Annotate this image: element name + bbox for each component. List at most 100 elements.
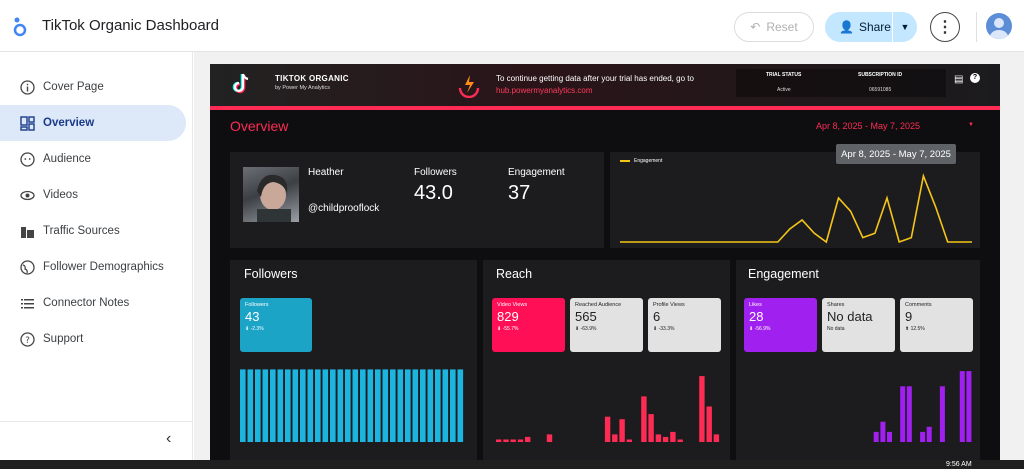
page-title: Overview — [230, 118, 289, 134]
engagement-bar[interactable] — [887, 431, 892, 442]
reach-bar[interactable] — [626, 439, 632, 443]
sidebar-item-follower-demographics[interactable]: Follower Demographics — [0, 249, 186, 285]
date-range-picker[interactable]: Apr 8, 2025 - May 7, 2025 — [816, 121, 921, 131]
followers-bar[interactable] — [352, 369, 359, 442]
followers-bar[interactable] — [307, 369, 314, 442]
followers-bar[interactable] — [277, 369, 284, 442]
subscription-label: SUBSCRIPTION ID — [858, 72, 903, 78]
reach-bar[interactable] — [612, 434, 618, 442]
followers-bar[interactable] — [457, 369, 464, 442]
engagement-bar[interactable] — [939, 386, 945, 442]
followers-bar[interactable] — [450, 369, 456, 442]
looker-studio-logo — [13, 17, 27, 37]
reach-bar[interactable] — [525, 436, 531, 442]
chevron-down-icon[interactable]: ▼ — [968, 122, 974, 128]
followers-bar[interactable] — [255, 369, 261, 442]
trial-banner: TIKTOK ORGANIC by Power My Analytics To … — [210, 64, 1000, 106]
reset-button[interactable]: ↶ Reset — [734, 12, 814, 42]
tile-value: 829 — [497, 309, 519, 324]
followers-bar[interactable] — [337, 369, 344, 442]
reach-bar[interactable] — [699, 376, 705, 442]
followers-bar[interactable] — [270, 369, 276, 442]
sidebar-item-label: Cover Page — [43, 81, 104, 93]
followers-bar[interactable] — [322, 369, 329, 442]
followers-bar[interactable] — [375, 369, 381, 442]
reach-bar-chart[interactable] — [496, 364, 721, 442]
followers-bar[interactable] — [427, 369, 434, 442]
reach-bar[interactable] — [662, 436, 669, 442]
followers-bar[interactable] — [300, 369, 306, 442]
reach-bar[interactable] — [641, 396, 647, 442]
sidebar-item-connector-notes[interactable]: Connector Notes — [0, 285, 186, 321]
globe-icon — [19, 259, 35, 275]
brand-subtitle: by Power My Analytics — [275, 85, 331, 91]
sidebar-item-label: Support — [43, 333, 84, 345]
followers-bar-chart[interactable] — [240, 364, 465, 442]
collapse-sidebar-icon[interactable]: ‹ — [166, 430, 172, 447]
engagement-bar[interactable] — [920, 431, 926, 442]
engagement-series-line[interactable] — [620, 173, 972, 244]
trial-link[interactable]: hub.powermyanalytics.com — [496, 86, 593, 95]
reach-bar[interactable] — [546, 434, 553, 442]
more-options-icon[interactable]: ⋮ — [930, 12, 960, 42]
tile-label: Followers — [245, 302, 269, 308]
followers-bar[interactable] — [412, 369, 419, 442]
status-box — [736, 69, 946, 97]
share-dropdown-icon[interactable]: ▼ — [900, 22, 910, 32]
sidebar-item-label: Traffic Sources — [43, 225, 120, 237]
help-circle-icon[interactable]: ? — [970, 73, 980, 83]
followers-bar[interactable] — [367, 369, 374, 442]
followers-bar[interactable] — [397, 369, 404, 442]
engagement-bar[interactable] — [906, 386, 912, 442]
engagement-bar-chart[interactable] — [748, 364, 973, 442]
reach-bar[interactable] — [619, 419, 625, 442]
sidebar-item-audience[interactable]: Audience — [0, 141, 186, 177]
followers-bar[interactable] — [405, 369, 411, 442]
followers-bar[interactable] — [420, 369, 426, 442]
followers-bar[interactable] — [382, 369, 389, 442]
sidebar-item-overview[interactable]: Overview — [0, 105, 186, 141]
followers-bar[interactable] — [435, 369, 441, 442]
followers-bar[interactable] — [345, 369, 351, 442]
reach-bar[interactable] — [706, 406, 712, 443]
reach-bar[interactable] — [604, 416, 611, 442]
engagement-bar[interactable] — [926, 426, 932, 442]
reach-bar[interactable] — [496, 439, 502, 443]
avatar[interactable] — [986, 13, 1012, 39]
face-icon — [19, 151, 35, 167]
engagement-bar[interactable] — [880, 421, 886, 442]
followers-bar[interactable] — [360, 369, 366, 442]
followers-bar[interactable] — [247, 369, 254, 442]
reach-bar[interactable] — [655, 434, 662, 442]
followers-bar[interactable] — [330, 369, 336, 442]
sidebar-item-support[interactable]: ? Support — [0, 321, 186, 357]
share-button[interactable]: 👤 Share ▼ — [825, 12, 917, 42]
reach-bar[interactable] — [670, 431, 676, 442]
reach-bar[interactable] — [677, 439, 683, 443]
reach-bar[interactable] — [648, 414, 654, 442]
followers-bar[interactable] — [292, 369, 299, 442]
engagement-bar[interactable] — [873, 431, 879, 442]
sidebar-item-cover-page[interactable]: Cover Page — [0, 69, 186, 105]
sidebar-item-videos[interactable]: Videos — [0, 177, 186, 213]
followers-bar[interactable] — [240, 369, 246, 442]
engagement-line-chart[interactable] — [620, 168, 972, 244]
engagement-bar[interactable] — [966, 371, 972, 442]
followers-bar[interactable] — [262, 369, 269, 442]
legend-label: Engagement — [634, 158, 663, 164]
followers-bar[interactable] — [315, 369, 321, 442]
followers-bar[interactable] — [442, 369, 449, 442]
share-label: Share — [858, 20, 891, 34]
followers-bar[interactable] — [390, 369, 396, 442]
reach-bar[interactable] — [510, 439, 516, 443]
followers-bar[interactable] — [285, 369, 291, 442]
reach-bar[interactable] — [503, 439, 509, 443]
reach-bar[interactable] — [713, 434, 720, 442]
tile-delta: ⬇ -56.9% — [749, 326, 771, 332]
engagement-bar[interactable] — [959, 371, 965, 442]
reach-bar[interactable] — [517, 439, 524, 443]
engagement-bar[interactable] — [900, 386, 906, 442]
sidebar-item-traffic-sources[interactable]: Traffic Sources — [0, 213, 186, 249]
add-person-icon: 👤 — [839, 20, 854, 34]
document-icon[interactable]: ▤ — [954, 74, 964, 85]
